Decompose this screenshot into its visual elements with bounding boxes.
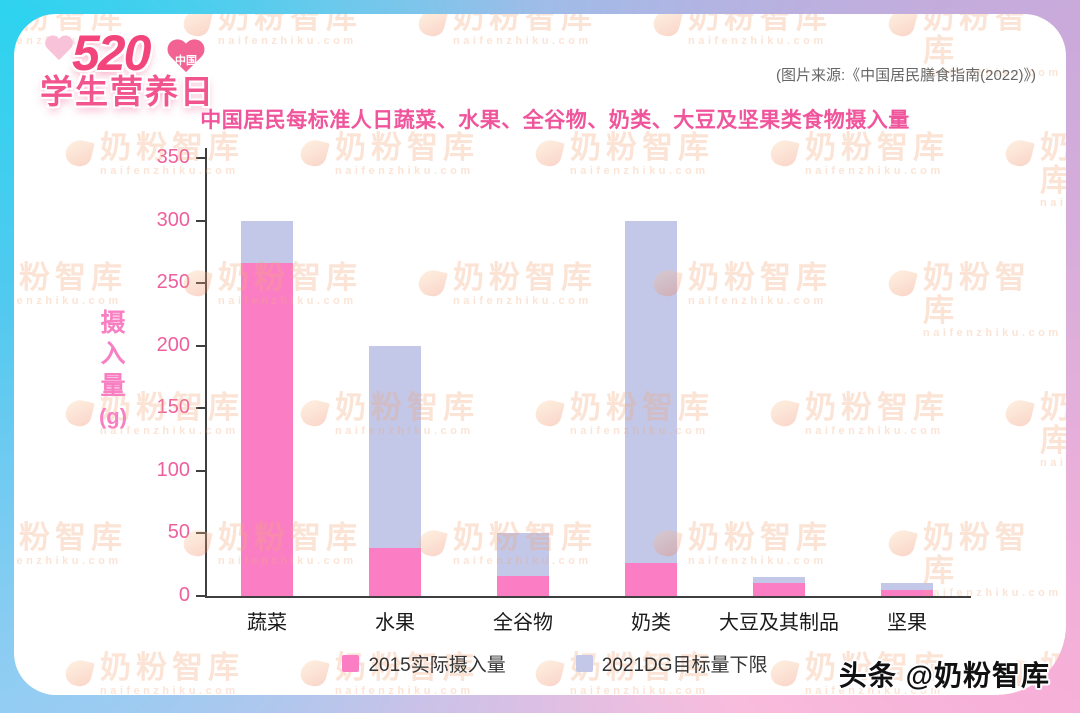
legend-item: 2021DG目标量下限: [575, 650, 768, 677]
y-axis-title: 摄入量 (g): [84, 308, 142, 433]
logo-520-text: 520: [72, 25, 151, 81]
legend-label: 2021DG目标量下限: [601, 655, 768, 676]
category-label: 大豆及其制品: [719, 612, 839, 634]
legend-swatch-icon: [575, 655, 593, 672]
y-tick-label: 350: [156, 146, 190, 168]
category-label: 奶类: [631, 612, 671, 634]
logo-event-title: 学生营养日: [40, 73, 215, 110]
poster-card: 520 中国 学生营养日 (图片来源:《中国居民膳食指南(2022)》) 中国居…: [14, 14, 1066, 695]
y-axis-title-char: 量: [100, 371, 126, 400]
bar-segment-actual: [881, 589, 933, 596]
bar-segment-actual: [241, 263, 293, 596]
bar-segment-target: [241, 220, 293, 264]
event-logo-badge: 520 中国 学生营养日: [34, 28, 219, 136]
category-label: 蔬菜: [247, 612, 287, 634]
bar-segment-target: [881, 583, 933, 590]
logo-country-label: 中国: [175, 55, 197, 67]
y-tick-label: 50: [167, 521, 190, 544]
y-axis-line: [205, 148, 207, 598]
y-tick-label: 100: [156, 458, 190, 481]
y-tick-label: 300: [156, 208, 190, 231]
category-label: 全谷物: [493, 612, 553, 634]
y-tick-mark: [196, 595, 205, 597]
bar-segment-target: [369, 345, 421, 549]
y-tick-mark: [196, 344, 205, 347]
y-tick-mark: [196, 157, 205, 159]
bar-segment-actual: [369, 548, 421, 596]
legend-label: 2015实际摄入量: [368, 655, 506, 676]
bar-segment-target: [625, 220, 677, 564]
y-tick-label: 250: [156, 271, 190, 294]
y-tick-mark: [196, 532, 205, 535]
category-label: 水果: [375, 612, 415, 634]
y-axis-title-unit: (g): [98, 403, 128, 429]
bar-chart: 0 50 100 150 200 250 300 350 蔬菜 水果 全谷物 奶类 大豆及其制品 坚果: [14, 14, 1066, 695]
bar-segment-target: [497, 533, 549, 576]
x-axis-line: [205, 596, 971, 598]
y-tick-mark: [196, 469, 205, 472]
y-tick-mark: [196, 407, 205, 410]
chart-legend: 2015实际摄入量 2021DG目标量下限: [155, 650, 955, 677]
heart-icon: [44, 36, 74, 64]
y-tick-mark: [196, 282, 205, 285]
y-axis-title-char: 入: [100, 340, 126, 369]
y-tick-label: 200: [156, 333, 190, 356]
y-axis-title-char: 摄: [100, 309, 126, 337]
bar-segment-actual: [753, 583, 805, 596]
legend-swatch-icon: [342, 655, 360, 672]
bar-segment-target: [753, 577, 805, 584]
y-tick-mark: [196, 219, 205, 222]
chart-title: 中国居民每标准人日蔬菜、水果、全谷物、奶类、大豆及坚果类食物摄入量: [200, 109, 910, 132]
bar-segment-actual: [497, 575, 549, 596]
bar-segment-actual: [625, 563, 677, 596]
source-note: (图片来源:《中国居民膳食指南(2022)》): [775, 67, 1036, 84]
y-tick-label: 0: [178, 584, 190, 606]
category-label: 坚果: [887, 612, 927, 634]
y-tick-label: 150: [156, 396, 190, 419]
footer-credit: 头条 @奶粉智库: [838, 660, 1050, 691]
legend-item: 2015实际摄入量: [342, 650, 506, 677]
